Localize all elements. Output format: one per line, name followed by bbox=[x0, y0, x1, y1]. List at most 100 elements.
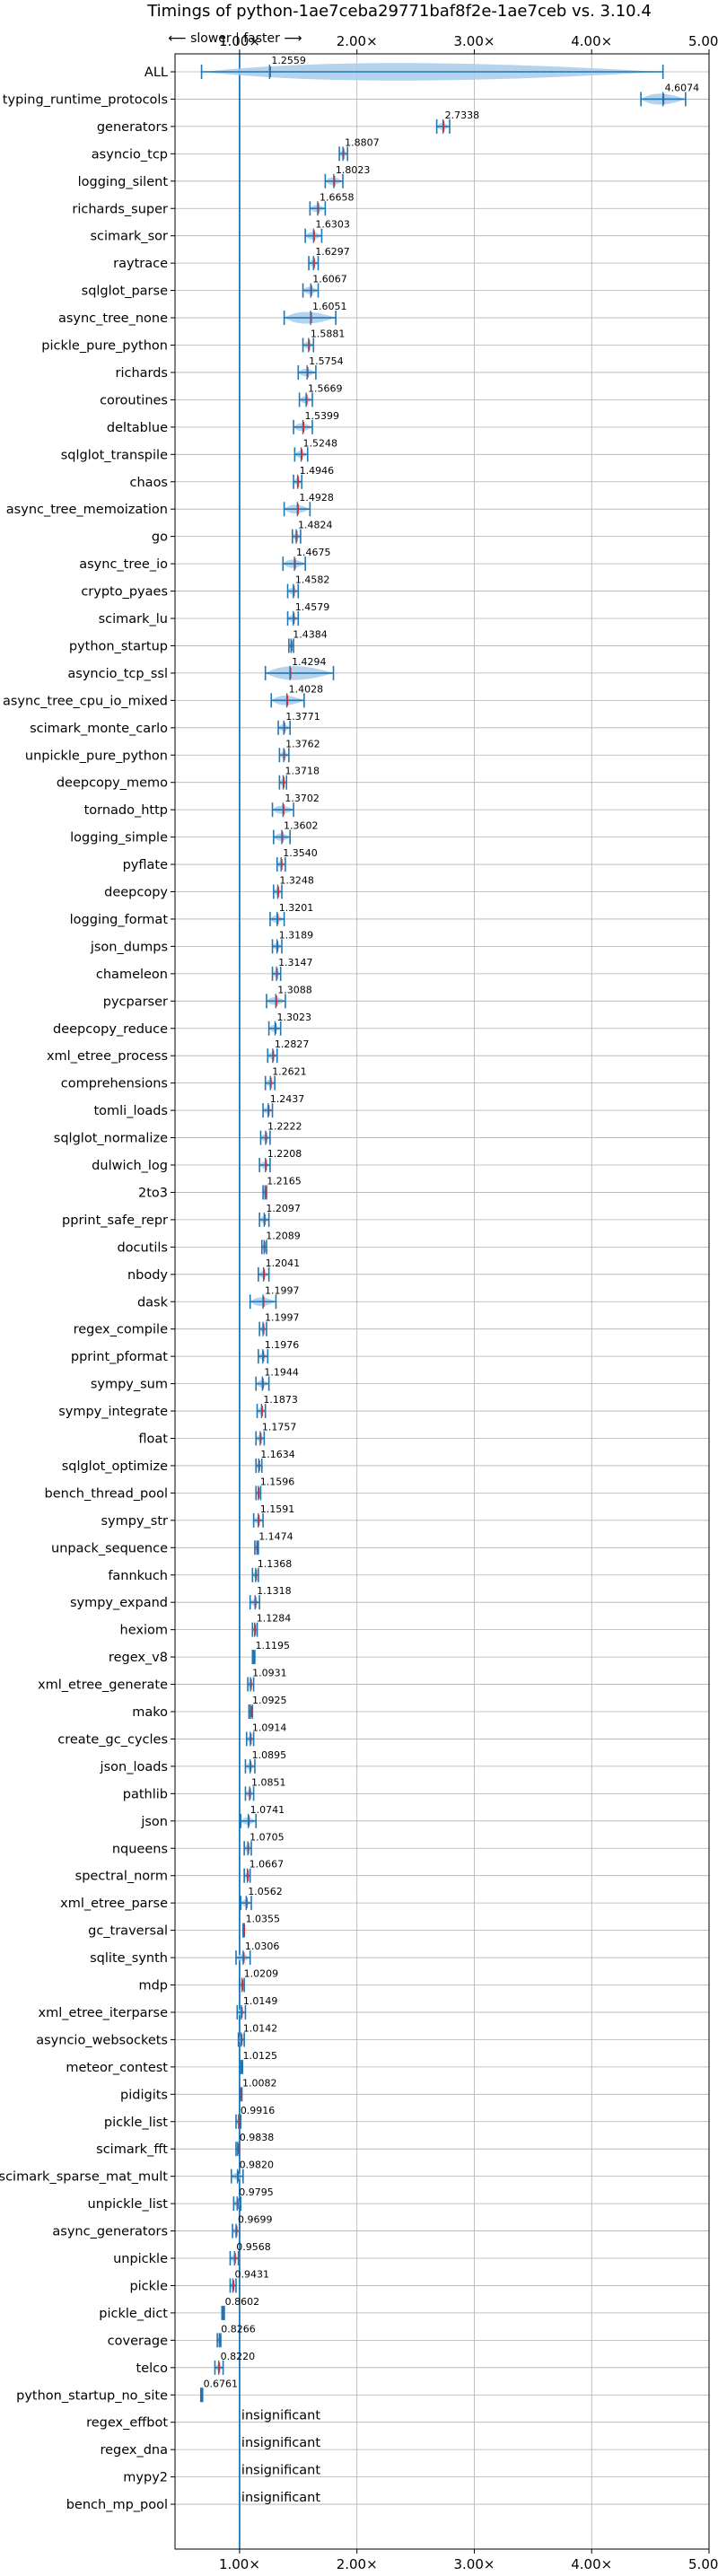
value-label: 1.4928 bbox=[299, 492, 334, 504]
value-label: 1.0931 bbox=[252, 1668, 287, 1679]
x-tick-label-bottom: 5.00× bbox=[688, 2556, 718, 2572]
value-label: 4.6074 bbox=[665, 82, 700, 93]
value-label: 1.1997 bbox=[265, 1312, 300, 1324]
benchmark-label: docutils bbox=[117, 1240, 168, 1255]
benchmark-label: asyncio_tcp bbox=[92, 147, 168, 162]
benchmark-label: chameleon bbox=[96, 968, 168, 982]
value-label: 1.1873 bbox=[263, 1394, 298, 1406]
benchmark-label: mdp bbox=[138, 1979, 168, 1993]
value-label: 1.5881 bbox=[311, 329, 346, 340]
value-label: 1.2165 bbox=[267, 1175, 302, 1187]
value-label: 1.5754 bbox=[309, 355, 344, 367]
benchmark-label: deltablue bbox=[107, 421, 168, 435]
value-label: 1.1976 bbox=[265, 1339, 300, 1351]
value-label: 1.3088 bbox=[277, 984, 312, 995]
value-label: 2.7338 bbox=[445, 110, 480, 121]
value-label: 1.0209 bbox=[244, 1968, 279, 1980]
benchmark-label: deepcopy bbox=[104, 886, 168, 900]
value-label: 1.6303 bbox=[315, 219, 350, 231]
benchmark-label: unpack_sequence bbox=[51, 1541, 168, 1555]
value-label: 1.0142 bbox=[243, 2022, 278, 2034]
value-label: 0.9431 bbox=[234, 2268, 269, 2280]
benchmark-label: nbody bbox=[127, 1268, 168, 1283]
benchmark-label: asyncio_websockets bbox=[36, 2033, 168, 2047]
value-label: 1.3540 bbox=[283, 847, 318, 859]
value-label: 1.0741 bbox=[250, 1804, 285, 1816]
x-tick-label-bottom: 2.00× bbox=[337, 2556, 378, 2572]
value-label: 1.2559 bbox=[271, 55, 306, 66]
benchmark-label: dulwich_log bbox=[92, 1159, 168, 1173]
value-label: 1.0125 bbox=[243, 2050, 278, 2062]
benchmark-label: logging_silent bbox=[78, 175, 169, 189]
benchmark-label: async_tree_io bbox=[79, 557, 168, 572]
value-label: 1.0149 bbox=[243, 1995, 278, 2007]
value-label: 1.2097 bbox=[266, 1203, 301, 1214]
value-label: 0.8266 bbox=[221, 2323, 255, 2335]
benchmark-label: json_dumps bbox=[90, 940, 168, 954]
x-tick-label-top: 2.00× bbox=[337, 33, 378, 49]
benchmark-label: pprint_safe_repr bbox=[62, 1214, 168, 1228]
value-label: 1.8807 bbox=[345, 136, 380, 148]
benchmark-label: pathlib bbox=[123, 1787, 168, 1801]
benchmark-label: sympy_sum bbox=[91, 1378, 168, 1392]
benchmark-label: meteor_contest bbox=[66, 2061, 168, 2075]
value-label: 1.3023 bbox=[276, 1012, 311, 1023]
value-label: 1.2621 bbox=[272, 1066, 307, 1078]
benchmark-label: crypto_pyaes bbox=[81, 585, 168, 600]
benchmark-label: comprehensions bbox=[61, 1077, 168, 1091]
benchmark-label: generators bbox=[97, 120, 168, 135]
value-label: 0.9820 bbox=[240, 2160, 275, 2171]
benchmark-label: scimark_lu bbox=[99, 612, 168, 626]
benchmark-label: scimark_sor bbox=[90, 230, 168, 244]
benchmark-label: deepcopy_reduce bbox=[53, 1022, 168, 1037]
value-label: 1.4824 bbox=[298, 520, 333, 531]
benchmark-label: async_tree_none bbox=[58, 311, 168, 326]
plot-frame bbox=[174, 53, 710, 2550]
benchmark-label: python_startup_no_site bbox=[16, 2388, 168, 2403]
insignificant-label: insignificant bbox=[241, 2409, 320, 2423]
value-label: 1.2208 bbox=[267, 1148, 302, 1160]
value-label: 0.9795 bbox=[239, 2186, 274, 2198]
value-label: 1.3248 bbox=[279, 875, 314, 887]
benchmark-label: unpickle_list bbox=[88, 2197, 169, 2212]
benchmark-label: spectral_norm bbox=[75, 1870, 168, 1884]
benchmark-label: float bbox=[138, 1433, 168, 1447]
benchmark-label: coroutines bbox=[100, 393, 168, 407]
value-label: 1.0895 bbox=[252, 1749, 287, 1761]
value-label: 1.0667 bbox=[250, 1859, 285, 1871]
benchmark-label: nqueens bbox=[112, 1842, 168, 1856]
value-label: 1.0705 bbox=[250, 1831, 285, 1843]
benchmark-label: chaos bbox=[130, 476, 168, 490]
benchmark-label: richards bbox=[115, 366, 168, 381]
benchmark-label: sympy_expand bbox=[70, 1596, 168, 1610]
value-label: 1.6297 bbox=[315, 246, 350, 258]
value-label: 1.4579 bbox=[295, 601, 330, 613]
benchmark-label: go bbox=[152, 530, 168, 545]
value-label: 1.3762 bbox=[285, 738, 320, 749]
value-label: 0.6761 bbox=[204, 2378, 239, 2389]
value-label: 1.4946 bbox=[300, 465, 335, 477]
value-label: 1.1944 bbox=[264, 1367, 299, 1379]
benchmark-label: raytrace bbox=[113, 257, 168, 271]
value-label: 1.1596 bbox=[260, 1476, 295, 1487]
value-label: 1.3771 bbox=[285, 711, 320, 723]
value-label: 1.1284 bbox=[257, 1613, 292, 1625]
x-tick-label-bottom: 3.00× bbox=[453, 2556, 495, 2572]
value-label: 1.0306 bbox=[245, 1941, 280, 1952]
value-label: 0.9916 bbox=[241, 2105, 276, 2116]
value-label: 1.4028 bbox=[289, 683, 324, 695]
benchmark-label: scimark_monte_carlo bbox=[30, 722, 168, 736]
benchmark-label: gc_traversal bbox=[88, 1924, 168, 1939]
benchmark-label: richards_super bbox=[72, 202, 168, 216]
value-label: 1.2827 bbox=[275, 1038, 310, 1050]
benchmark-label: sqlglot_transpile bbox=[61, 448, 168, 462]
value-label: 1.6658 bbox=[320, 191, 355, 203]
value-label: 1.4384 bbox=[293, 628, 328, 640]
benchmark-label: sqlglot_normalize bbox=[54, 1132, 168, 1146]
chart-title: Timings of python-1ae7ceba29771baf8f2e-1… bbox=[146, 2, 652, 21]
benchmark-label: sympy_integrate bbox=[58, 1405, 168, 1419]
benchmark-label: bench_thread_pool bbox=[45, 1486, 168, 1501]
value-label: 1.6051 bbox=[312, 301, 347, 312]
benchmark-label: logging_format bbox=[70, 913, 169, 927]
benchmark-label: mypy2 bbox=[123, 2471, 168, 2485]
